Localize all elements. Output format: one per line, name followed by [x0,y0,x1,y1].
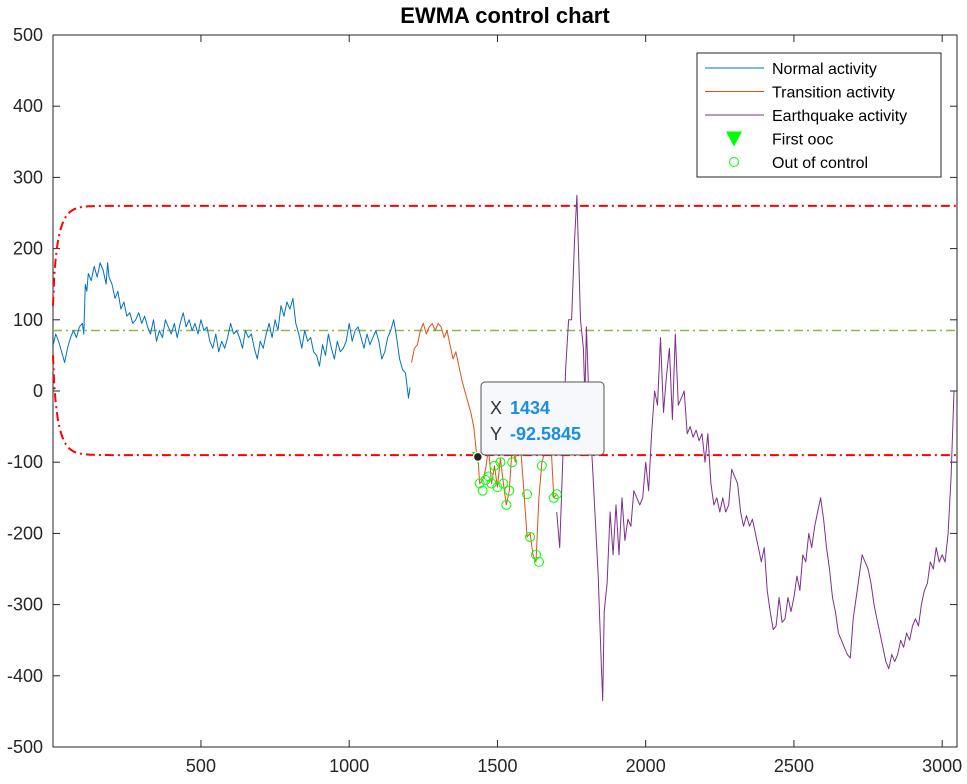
datatip-x-key: X [490,398,502,418]
legend: Normal activity Transition activity Earthq… [696,52,942,178]
legend-label-earthquake-activity: Earthquake activity [772,108,907,125]
ooc-point [548,492,559,503]
ooc-point [507,457,518,468]
y-tick-label: -200 [7,523,43,543]
ooc-point [486,478,497,489]
ooc-point [498,478,509,489]
ooc-point [477,485,488,496]
datatip-x-value: 1434 [510,398,550,418]
ooc-point [525,531,536,542]
ooc-point [551,489,562,500]
y-tick-label: 300 [13,167,43,187]
series-line-normal-activity [52,262,411,399]
ooc-point [501,499,512,510]
x-tick-label: 1500 [477,756,517,776]
datatip-y-key: Y [490,424,502,444]
ooc-point [522,489,533,500]
legend-label-normal-activity: Normal activity [772,61,877,78]
legend-swatch-first-ooc [726,131,742,147]
series-line-earthquake-activity [556,194,955,702]
y-tick-label: -100 [7,452,43,472]
ooc-point [480,475,491,485]
ooc-point [504,485,515,496]
y-tick-label: 200 [13,239,43,259]
ooc-point [489,460,500,471]
legend-label-out-of-control: Out of control [772,155,868,172]
x-tick-label: 3000 [922,756,962,776]
axis-ticks: 500 1000 1500 2000 2500 30005004003002001000-… [7,25,962,776]
x-tick-label: 2500 [774,756,814,776]
x-tick-label: 2000 [626,756,666,776]
y-tick-label: 400 [13,96,43,116]
y-tick-label: -500 [7,737,43,757]
ooc-point [530,549,541,560]
ooc-point [474,478,485,489]
datatip-y-value: -92.5845 [510,424,581,444]
x-tick-label: 500 [186,756,216,776]
y-tick-label: 500 [13,25,43,45]
upper-control-limit [52,204,957,306]
legend-label-transition-activity: Transition activity [772,85,895,102]
legend-label-first-ooc: First ooc [772,132,833,149]
datatip[interactable]: X 1434 Y -92.5845 [472,381,605,463]
ooc-point [533,556,544,567]
datatip-box [480,381,605,456]
x-tick-label: 1000 [329,756,369,776]
ooc-point [536,460,547,471]
y-tick-label: -300 [7,595,43,615]
y-tick-label: -400 [7,666,43,686]
ooc-point [483,471,494,482]
legend-swatch-out-of-control [729,157,739,167]
y-tick-label: 0 [33,381,43,401]
ooc-point [492,482,503,493]
y-tick-label: 100 [13,310,43,330]
ooc-point [495,457,506,468]
datatip-anchor [472,451,484,463]
chart-title: EWMA control chart [400,3,610,28]
